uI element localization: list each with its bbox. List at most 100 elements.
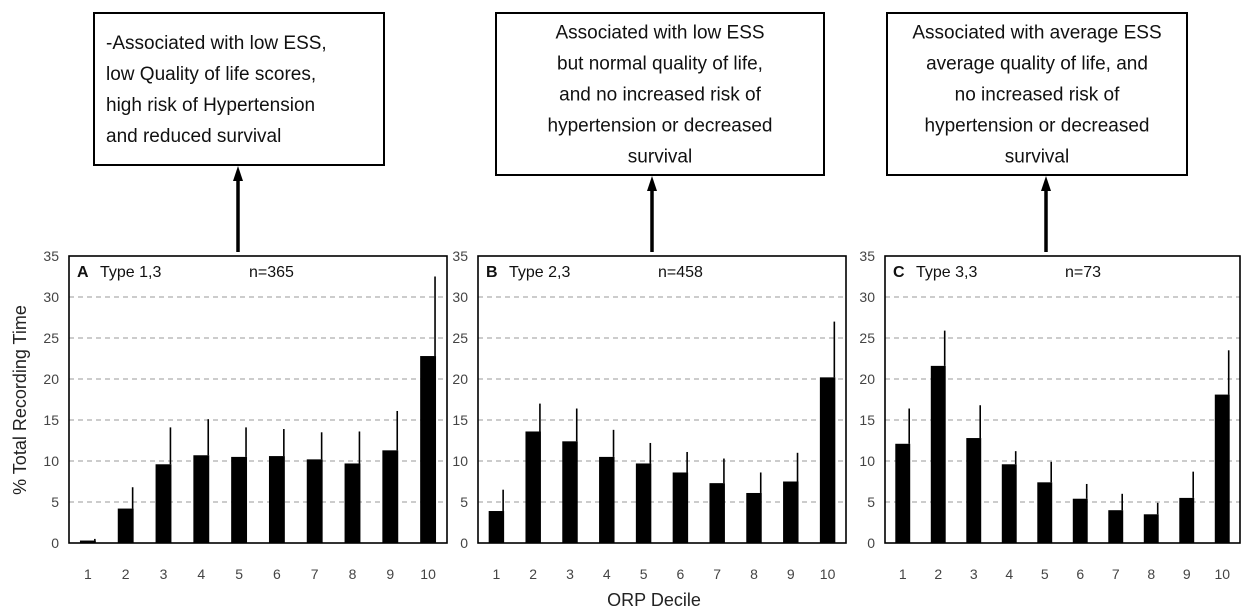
- bar: [599, 456, 615, 543]
- x-tick-label: 8: [750, 566, 758, 582]
- annotation-box: [93, 12, 385, 166]
- bar: [306, 459, 323, 543]
- x-tick-label: 10: [820, 566, 836, 582]
- bar: [746, 492, 762, 543]
- x-tick-label: 9: [1183, 566, 1191, 582]
- bar: [1108, 510, 1124, 543]
- arrow-head: [233, 166, 243, 181]
- y-tick-label: 5: [51, 494, 59, 510]
- y-tick-label: 0: [460, 535, 468, 551]
- bar: [420, 356, 437, 543]
- panel-type-label: Type 1,3: [100, 264, 161, 281]
- y-tick-label: 35: [452, 248, 468, 264]
- panels: -Associated with low ESS, low Quality of …: [43, 12, 1241, 582]
- y-tick-label: 20: [452, 371, 468, 387]
- annotation-line: and no increased risk of: [559, 85, 761, 106]
- x-tick-label: 3: [160, 566, 168, 582]
- annotation-line: high risk of Hypertension: [106, 95, 315, 116]
- panel-n-label: n=458: [658, 264, 703, 281]
- x-tick-label: 6: [273, 566, 281, 582]
- bar: [930, 365, 946, 543]
- bar: [382, 450, 399, 543]
- panel-letter: C: [893, 264, 905, 281]
- y-tick-label: 20: [43, 371, 59, 387]
- x-tick-label: 4: [197, 566, 205, 582]
- panel-n-label: n=73: [1065, 264, 1101, 281]
- x-tick-label: 2: [529, 566, 537, 582]
- annotation-line: average quality of life, and: [926, 54, 1148, 75]
- x-tick-label: 5: [1041, 566, 1049, 582]
- annotation-line: -Associated with low ESS,: [106, 33, 327, 54]
- y-tick-label: 25: [43, 330, 59, 346]
- bar: [268, 456, 285, 543]
- bar: [1001, 464, 1017, 543]
- x-tick-label: 1: [84, 566, 92, 582]
- annotation-line: but normal quality of life,: [557, 54, 763, 75]
- annotation-line: hypertension or decreased: [548, 116, 773, 137]
- x-tick-label: 8: [1147, 566, 1155, 582]
- arrow-head: [647, 176, 657, 191]
- annotation-line: survival: [628, 147, 692, 168]
- y-tick-label: 25: [452, 330, 468, 346]
- bar: [709, 483, 725, 543]
- x-tick-label: 9: [386, 566, 394, 582]
- y-tick-label: 35: [43, 248, 59, 264]
- bar: [1072, 498, 1088, 543]
- arrow-head: [1041, 176, 1051, 191]
- bar: [155, 464, 172, 543]
- panel-n-label: n=365: [249, 264, 294, 281]
- x-tick-label: 1: [899, 566, 907, 582]
- annotation-line: Associated with low ESS: [555, 23, 764, 44]
- x-tick-label: 3: [970, 566, 978, 582]
- panel-type-label: Type 3,3: [916, 264, 977, 281]
- y-tick-label: 30: [452, 289, 468, 305]
- bar: [966, 438, 982, 543]
- y-tick-label: 10: [452, 453, 468, 469]
- panel-a: -Associated with low ESS, low Quality of …: [43, 12, 448, 582]
- x-tick-label: 7: [1112, 566, 1120, 582]
- annotation-line: Associated with average ESS: [912, 23, 1161, 44]
- x-tick-label: 10: [1214, 566, 1230, 582]
- y-tick-label: 10: [43, 453, 59, 469]
- plot-frame: [884, 255, 1241, 544]
- annotation-line: hypertension or decreased: [925, 116, 1150, 137]
- x-tick-label: 8: [349, 566, 357, 582]
- x-tick-label: 1: [493, 566, 501, 582]
- bar: [231, 456, 248, 543]
- y-tick-label: 30: [43, 289, 59, 305]
- y-tick-label: 25: [859, 330, 875, 346]
- y-tick-label: 5: [460, 494, 468, 510]
- bar: [1214, 394, 1230, 543]
- bar: [895, 443, 911, 543]
- x-tick-label: 6: [677, 566, 685, 582]
- panel-b: Associated with low ESS but normal qualit…: [452, 12, 847, 582]
- bar: [672, 472, 689, 543]
- bar: [819, 377, 836, 543]
- panel-letter: B: [486, 264, 498, 281]
- x-tick-label: 3: [566, 566, 574, 582]
- bar: [562, 441, 578, 543]
- y-tick-label: 30: [859, 289, 875, 305]
- x-tick-label: 7: [713, 566, 721, 582]
- annotation-line: no increased risk of: [955, 85, 1120, 106]
- plot-frame: [477, 255, 847, 544]
- x-tick-label: 9: [787, 566, 795, 582]
- x-tick-label: 6: [1076, 566, 1084, 582]
- x-tick-label: 5: [640, 566, 648, 582]
- annotation-box: [886, 12, 1188, 176]
- bar: [193, 455, 210, 543]
- bar: [488, 511, 505, 543]
- y-tick-label: 5: [867, 494, 875, 510]
- bar: [783, 481, 799, 543]
- bar: [525, 431, 541, 543]
- y-axis-title: % Total Recording Time: [10, 305, 30, 495]
- x-tick-label: 7: [311, 566, 319, 582]
- bar: [117, 508, 134, 543]
- x-axis-title: ORP Decile: [607, 590, 701, 610]
- x-tick-label: 2: [122, 566, 130, 582]
- bar: [79, 540, 96, 543]
- x-tick-label: 2: [934, 566, 942, 582]
- y-tick-label: 15: [452, 412, 468, 428]
- x-tick-label: 10: [420, 566, 436, 582]
